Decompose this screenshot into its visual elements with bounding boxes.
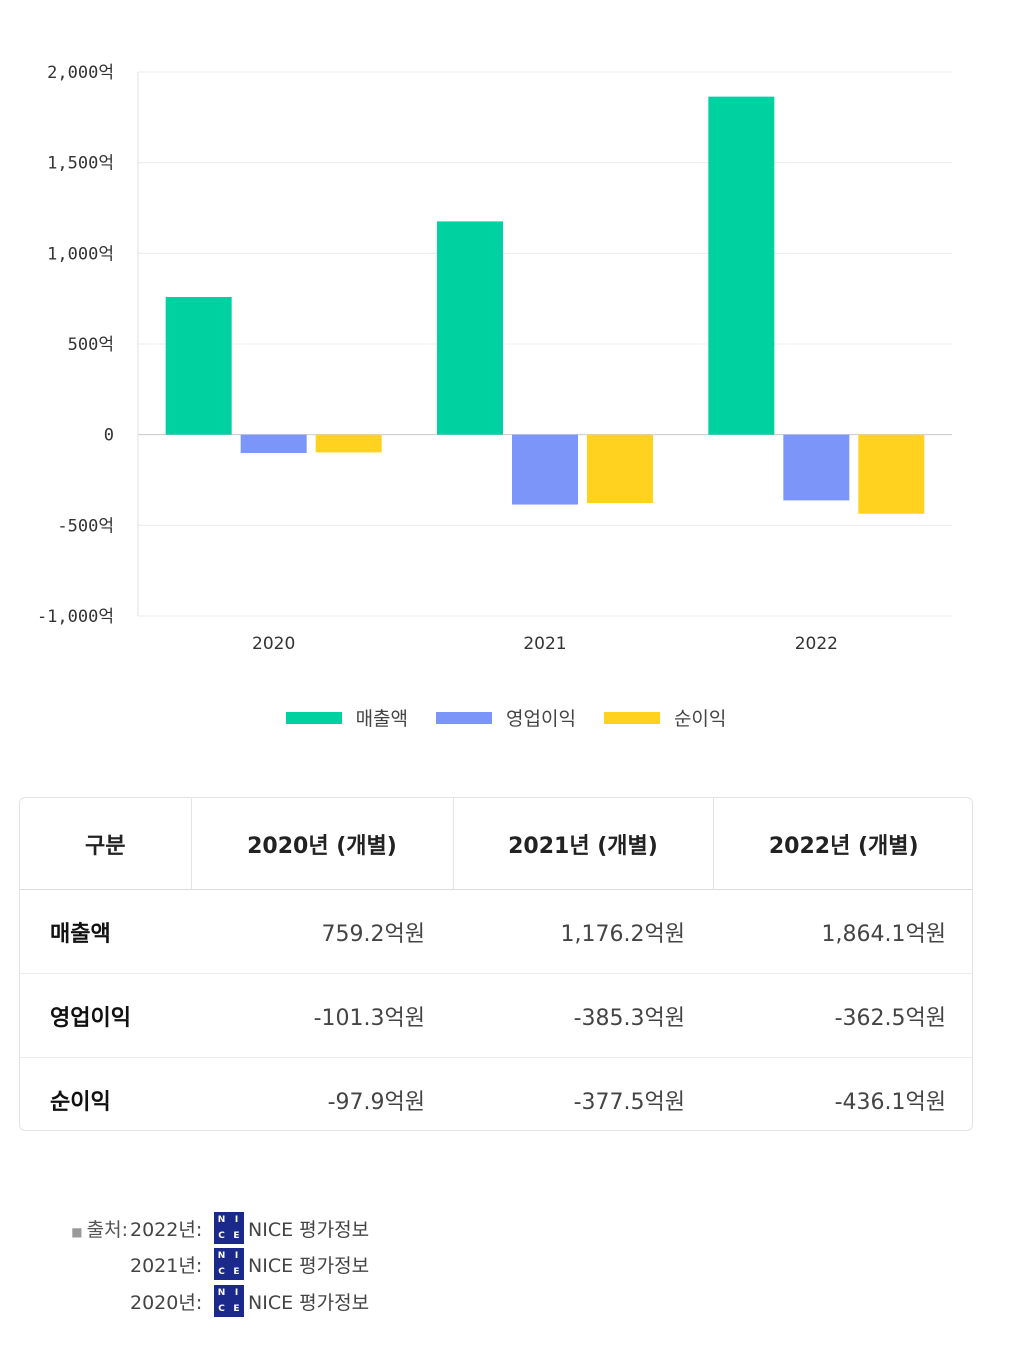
legend-item-net-income[interactable]: 순이익 [603,704,727,731]
y-tick-label: 500억 [68,335,114,355]
table-cell: -385.3억원 [453,973,713,1058]
x-tick-label: 2021 [523,634,566,654]
bar [437,221,503,435]
x-tick-label: 2022 [795,634,838,654]
bar [240,434,307,454]
legend-swatch-net-income [603,711,660,724]
bar [708,96,775,435]
row-label: 순이익 [50,1089,111,1115]
source-year: 2020년: [130,1291,203,1314]
source-year: 2021년: [130,1254,203,1277]
legend-label-net-income: 순이익 [673,708,727,730]
table-cell: -362.5억원 [713,973,972,1058]
table-cell: -436.1억원 [834,1089,946,1115]
legend-label-revenue: 매출액 [355,708,409,730]
source-provider[interactable]: NICE 평가정보 [248,1254,370,1277]
header-category: 구분 [20,798,192,890]
table-cell: 1,864.1억원 [713,889,972,974]
table-cell: -101.3억원 [191,973,453,1058]
y-tick-label: 2,000억 [47,63,114,83]
legend-item-operating-income[interactable]: 영업이익 [436,704,576,731]
table-cell: -377.5억원 [573,1089,685,1115]
legend-swatch-operating-income [436,711,493,724]
bullet-icon: ■ [71,1224,83,1239]
bar [858,434,925,514]
source-provider[interactable]: NICE 평가정보 [248,1218,370,1241]
table-header-row: 구분 2020년 (개별) 2021년 (개별) 2022년 (개별) [20,798,972,890]
table-row: 영업이익 -101.3억원 -385.3억원 -362.5억원 [20,973,972,1058]
chart-legend: 매출액 영업이익 순이익 [0,704,1012,731]
y-tick-label: -500억 [57,516,114,536]
financial-table: 구분 2020년 (개별) 2021년 (개별) 2022년 (개별) 매출액 … [19,797,973,1131]
legend-item-revenue[interactable]: 매출액 [285,704,409,731]
table-cell: -97.9억원 [327,1089,425,1115]
y-tick-label: -1,000억 [37,607,114,627]
x-tick-label: 2020 [252,634,295,654]
legend-label-operating-income: 영업이익 [506,708,576,730]
source-provider[interactable]: NICE 평가정보 [248,1291,370,1314]
header-2021: 2021년 (개별) [453,798,714,890]
row-label: 영업이익 [20,973,191,1058]
bar [165,296,232,435]
row-label: 매출액 [20,889,191,974]
bar [315,434,382,453]
table-cell: 759.2억원 [191,889,453,974]
table-row: 매출액 759.2억원 1,176.2억원 1,864.1억원 [20,889,972,974]
y-tick-label: 1,500억 [47,154,114,174]
bar [512,434,578,505]
source-year: 2022년: [130,1218,203,1241]
y-tick-label: 0 [104,426,114,446]
source-prefix: ■ 출처: [71,1218,128,1241]
table-cell: 1,176.2억원 [453,889,713,974]
legend-swatch-revenue [285,711,342,724]
header-2022: 2022년 (개별) [713,798,972,890]
header-2020: 2020년 (개별) [191,798,454,890]
table-row: 순이익 -97.9억원 -377.5억원 -436.1억원 [20,1058,972,1131]
bar [783,434,850,501]
bar [587,434,653,504]
bar-chart: 2,000억 1,500억 1,000억 500억 0 -500억 -1,000억 2020 2… [37,63,952,654]
y-tick-label: 1,000억 [47,244,114,264]
